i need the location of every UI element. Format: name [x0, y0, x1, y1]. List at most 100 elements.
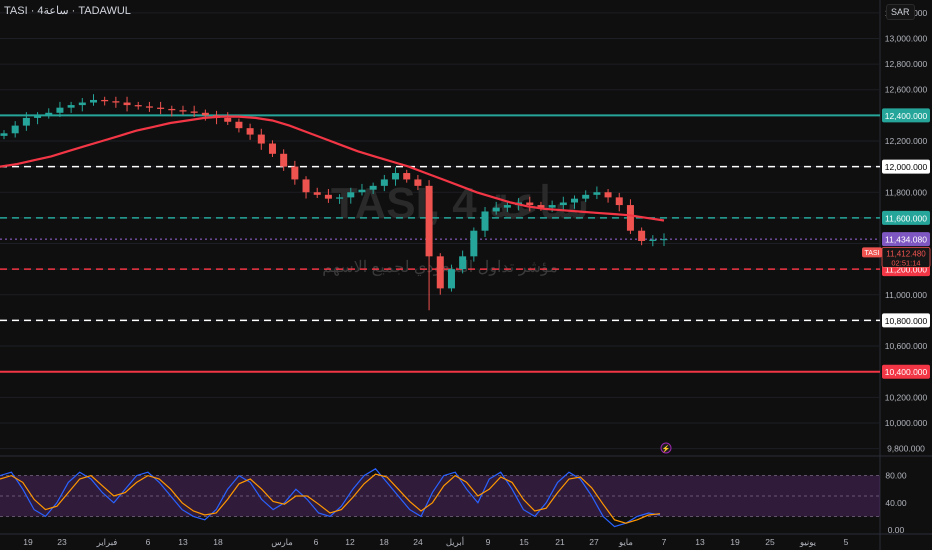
- candle-body: [157, 107, 165, 109]
- price-pane: [0, 0, 880, 455]
- candle-body: [168, 108, 176, 111]
- time-axis-label: 25: [765, 537, 775, 547]
- oscillator-k-line: [0, 468, 661, 528]
- candle-body: [459, 256, 467, 270]
- event-marker-icon: [660, 442, 672, 454]
- price-tick-label: 12,600.000: [885, 85, 928, 95]
- candle-body: [571, 198, 579, 203]
- time-axis-label: مارس: [271, 537, 293, 548]
- candle-body: [369, 185, 377, 190]
- candle-body: [224, 117, 232, 122]
- time-axis-label: 6: [146, 537, 151, 547]
- candle-body: [0, 133, 8, 136]
- price-tick-label: 9,800.000: [887, 444, 925, 454]
- last-price-value: 11,412.480: [886, 249, 926, 258]
- candle-body: [537, 205, 545, 208]
- candle-body: [324, 194, 332, 199]
- time-axis-label: يونيو: [799, 537, 817, 548]
- last-symbol-label: TASI: [864, 250, 879, 257]
- oscillator-tick-label: 40.00: [885, 498, 907, 508]
- candle-body: [347, 192, 355, 198]
- time-axis-label: 12: [345, 537, 355, 547]
- candle-body: [604, 192, 612, 198]
- candle-body: [559, 202, 567, 206]
- time-axis-label: 7: [662, 537, 667, 547]
- level-badge-2: [882, 210, 930, 225]
- candle-body: [257, 134, 265, 144]
- candle-body: [302, 179, 310, 193]
- candle-body: [190, 111, 198, 113]
- price-tick-label: 11,800.000: [885, 187, 927, 197]
- level-label-1: 12,000.000: [885, 162, 928, 172]
- price-tick-label: 10,200.000: [885, 392, 928, 402]
- price-tick-label: 10,000.000: [885, 418, 928, 428]
- candle-body: [638, 230, 646, 241]
- candles-group: [0, 94, 668, 311]
- time-axis-label: 13: [695, 537, 705, 547]
- time-axis-label: أبريل: [446, 535, 464, 548]
- price-tick-label: 12,800.000: [885, 59, 928, 69]
- candle-body: [503, 205, 511, 208]
- time-axis-label: 24: [413, 537, 423, 547]
- candle-body: [649, 239, 657, 241]
- time-axis-label: 21: [555, 537, 565, 547]
- candle-body: [67, 105, 75, 108]
- candle-body: [22, 117, 30, 126]
- candle-body: [626, 205, 634, 231]
- currency-selector[interactable]: SAR: [886, 4, 915, 20]
- time-axis-label: 18: [379, 537, 389, 547]
- candle-body: [268, 143, 276, 154]
- level-badge-4: [882, 313, 930, 328]
- time-axis-label: 15: [519, 537, 529, 547]
- time-axis-label: 23: [57, 537, 67, 547]
- time-axis-label: 6: [314, 537, 319, 547]
- candle-body: [291, 166, 299, 180]
- oscillator-d-line: [0, 473, 661, 524]
- last-price-badge: [881, 246, 931, 268]
- candle-body: [403, 173, 411, 180]
- candle-body: [34, 115, 42, 118]
- candle-body: [447, 269, 455, 289]
- candle-body: [112, 101, 120, 103]
- candle-body: [280, 153, 288, 167]
- current-price-label: 11,434.080: [885, 235, 927, 245]
- price-tick-label: 10,600.000: [885, 341, 928, 351]
- price-tick-label: 13,000.000: [885, 33, 928, 43]
- candle-body: [336, 197, 344, 199]
- price-tick-label: 11,000.000: [885, 290, 927, 300]
- candle-body: [246, 128, 254, 135]
- candle-body: [145, 106, 153, 108]
- candle-body: [582, 194, 590, 199]
- oscillator-tick-label: 0.00: [888, 525, 905, 535]
- last-symbol-badge: [862, 247, 882, 258]
- moving-average-line: [0, 115, 665, 222]
- candle-body: [414, 179, 422, 186]
- candle-body: [660, 239, 668, 241]
- candle-body: [179, 110, 187, 112]
- candle-body: [526, 202, 534, 206]
- candle-body: [492, 207, 500, 212]
- candle-body: [392, 173, 400, 180]
- candle-body: [123, 102, 131, 106]
- candle-body: [548, 205, 556, 208]
- candle-body: [201, 112, 209, 116]
- candle-body: [56, 107, 64, 113]
- candle-body: [235, 121, 243, 129]
- level-label-4: 10,800.000: [885, 316, 928, 326]
- candle-body: [78, 102, 86, 106]
- time-axis-label: 18: [213, 537, 223, 547]
- event-marker-glyph: ⚡: [662, 444, 671, 453]
- level-label-2: 11,600.000: [885, 213, 927, 223]
- candle-body: [134, 105, 142, 107]
- level-label-3: 11,200.000: [885, 265, 927, 275]
- candle-body: [313, 192, 321, 195]
- level-badge-5: [882, 364, 930, 379]
- time-axis-label: 27: [589, 537, 599, 547]
- candle-body: [45, 112, 53, 116]
- time-axis-label: 9: [486, 537, 491, 547]
- candle-body: [101, 99, 109, 102]
- candle-body: [593, 192, 601, 195]
- time-axis-label: فبراير: [96, 537, 118, 548]
